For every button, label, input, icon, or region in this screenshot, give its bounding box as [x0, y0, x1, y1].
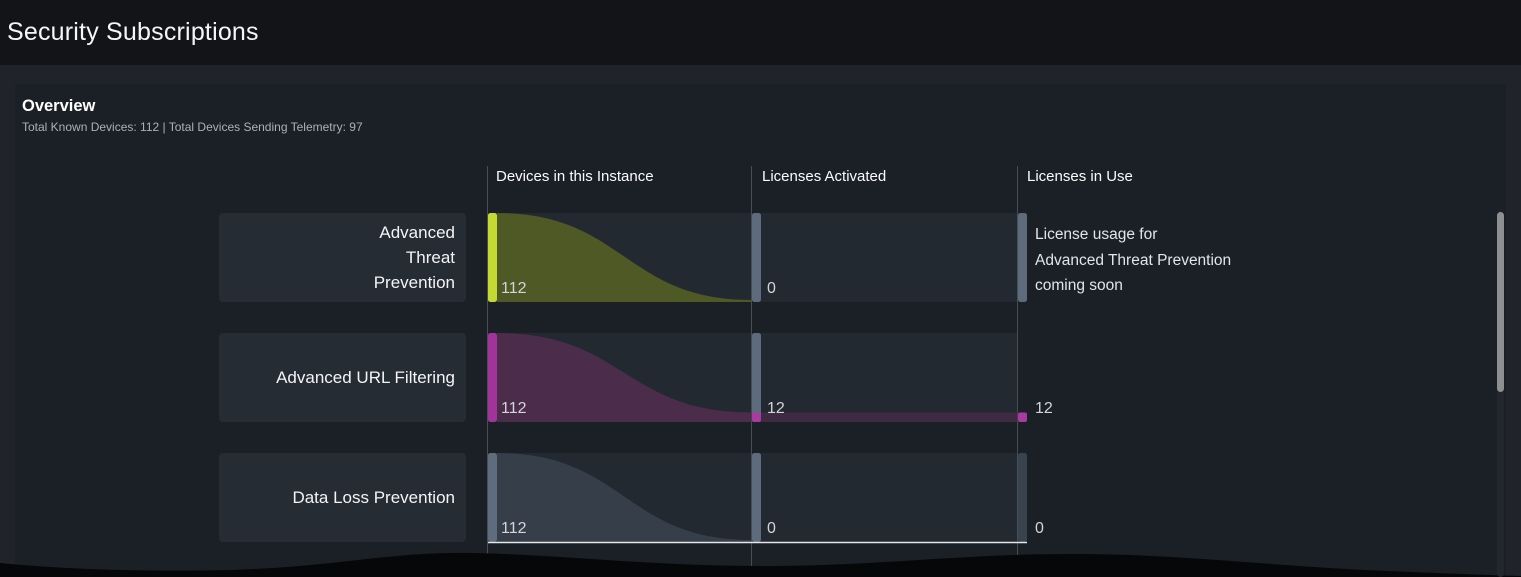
vertical-scrollbar[interactable]: [1497, 211, 1504, 577]
sankey-node-devices-0[interactable]: [488, 213, 497, 302]
sankey-node-devices-1[interactable]: [488, 333, 497, 422]
overview-subtitle: Total Known Devices: 112 | Total Devices…: [22, 120, 363, 134]
column-header-licenses-in-use: Licenses in Use: [1027, 168, 1133, 185]
row-label-line: Advanced URL Filtering: [276, 368, 455, 387]
sankey-node-devices-2[interactable]: [488, 453, 497, 542]
activated-count: 12: [767, 400, 785, 417]
sankey-node-in-use-2[interactable]: [1018, 453, 1027, 542]
in-use-count: 0: [1035, 520, 1044, 537]
activated-count: 0: [767, 280, 776, 297]
in-use-count: 12: [1035, 400, 1053, 417]
sankey-node-activated-cap-1[interactable]: [752, 412, 761, 422]
column-header-licenses-activated: Licenses Activated: [762, 168, 887, 185]
activated-cell-row-0: [752, 213, 1017, 302]
overview-title: Overview: [22, 97, 96, 115]
in-use-note-line: coming soon: [1035, 277, 1123, 294]
in-use-note-line: Advanced Threat Prevention: [1035, 251, 1232, 269]
row-label-data-loss-prevention: Data Loss Prevention: [219, 453, 466, 542]
bottom-wave-decoration: [0, 552, 1521, 577]
row-label-line: Data Loss Prevention: [292, 488, 455, 507]
row-label-line: Advanced: [379, 223, 455, 242]
devices-count: 112: [501, 280, 527, 297]
sankey-flow-devices-to-activated-1[interactable]: [497, 333, 752, 422]
row-label-advanced-threat-prevention: Advanced Threat Prevention: [219, 213, 466, 302]
sankey-node-in-use-0[interactable]: [1018, 213, 1027, 302]
row-label-advanced-url-filtering: Advanced URL Filtering: [219, 333, 466, 422]
devices-count: 112: [501, 400, 527, 417]
activated-cell-row-2: [752, 453, 1017, 542]
row-label-line: Threat: [405, 248, 455, 267]
scrollbar-thumb[interactable]: [1497, 212, 1504, 392]
column-header-devices-in-this-instance: Devices in this Instance: [496, 168, 654, 185]
in-use-note-line: License usage for: [1035, 226, 1158, 243]
sankey-flow-devices-to-activated-0[interactable]: [497, 213, 752, 302]
page-title: Security Subscriptions: [7, 18, 259, 46]
sankey-node-activated-1[interactable]: [752, 333, 761, 422]
devices-count: 112: [501, 520, 527, 537]
activated-cell-row-1: [752, 333, 1017, 422]
sankey-node-activated-2[interactable]: [752, 453, 761, 542]
sankey-flow-activated-to-in-use-1[interactable]: [761, 412, 1018, 422]
activated-count: 0: [767, 520, 776, 537]
sankey-flow-devices-to-activated-2[interactable]: [497, 453, 752, 542]
row-label-line: Prevention: [373, 273, 455, 292]
sankey-node-activated-0[interactable]: [752, 213, 761, 302]
in-use-note: License usage for Advanced Threat Preven…: [1035, 222, 1355, 299]
page-header: Security Subscriptions: [0, 0, 1521, 65]
sankey-node-in-use-1[interactable]: [1018, 412, 1027, 422]
